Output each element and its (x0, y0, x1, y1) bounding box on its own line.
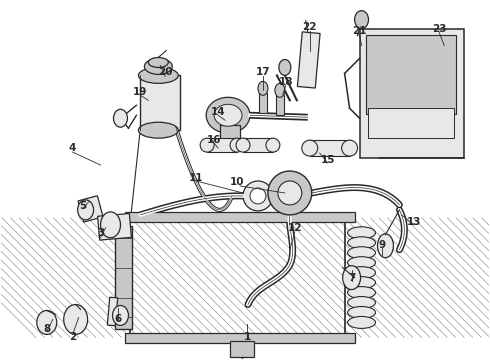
Text: 22: 22 (302, 22, 317, 32)
Text: 11: 11 (189, 173, 203, 183)
Bar (125, 333, 355, 343)
Ellipse shape (343, 266, 361, 289)
Ellipse shape (302, 140, 318, 156)
Text: 21: 21 (352, 26, 367, 36)
Bar (220, 125, 240, 145)
Ellipse shape (347, 267, 375, 279)
Polygon shape (297, 32, 320, 88)
Ellipse shape (347, 237, 375, 249)
Ellipse shape (236, 138, 250, 152)
Ellipse shape (200, 138, 214, 152)
Ellipse shape (145, 58, 172, 75)
Bar (130, 218, 344, 337)
Polygon shape (310, 140, 349, 156)
Bar (276, 95, 284, 115)
Ellipse shape (138, 122, 178, 138)
Ellipse shape (113, 306, 128, 325)
Ellipse shape (243, 181, 273, 211)
Bar (366, 35, 456, 114)
Ellipse shape (275, 84, 285, 97)
Polygon shape (98, 213, 131, 240)
Ellipse shape (258, 81, 268, 95)
Ellipse shape (64, 305, 88, 334)
Ellipse shape (230, 138, 244, 152)
Bar (125, 212, 355, 222)
Ellipse shape (114, 109, 127, 127)
Ellipse shape (347, 287, 375, 298)
Text: 20: 20 (158, 67, 172, 77)
Ellipse shape (266, 138, 280, 152)
Ellipse shape (355, 11, 368, 28)
Ellipse shape (148, 58, 168, 67)
Bar (360, 28, 464, 158)
Text: 18: 18 (279, 77, 293, 87)
Text: 16: 16 (207, 135, 221, 145)
Bar (230, 341, 254, 357)
Text: 6: 6 (115, 314, 122, 324)
Bar (141, 75, 180, 130)
Ellipse shape (347, 247, 375, 259)
Text: 2: 2 (69, 332, 76, 342)
Ellipse shape (250, 188, 266, 204)
Ellipse shape (377, 234, 393, 258)
Text: 8: 8 (43, 324, 50, 334)
Ellipse shape (37, 310, 57, 334)
Text: 19: 19 (133, 87, 147, 97)
Polygon shape (78, 196, 103, 222)
Bar (115, 226, 132, 329)
Text: 13: 13 (407, 217, 421, 227)
Ellipse shape (278, 181, 302, 205)
Text: 5: 5 (79, 201, 86, 211)
Ellipse shape (214, 104, 242, 126)
Polygon shape (243, 138, 273, 152)
Text: 23: 23 (432, 24, 446, 33)
Text: 4: 4 (69, 143, 76, 153)
Polygon shape (207, 138, 237, 152)
Ellipse shape (347, 297, 375, 309)
Text: 1: 1 (244, 332, 250, 342)
Text: 10: 10 (230, 177, 245, 187)
Ellipse shape (342, 140, 358, 156)
Text: 17: 17 (256, 67, 270, 77)
Ellipse shape (347, 306, 375, 319)
Ellipse shape (347, 316, 375, 328)
Ellipse shape (279, 59, 291, 75)
Polygon shape (107, 297, 118, 326)
Text: 14: 14 (211, 107, 225, 117)
Text: 3: 3 (97, 228, 104, 238)
Text: 9: 9 (379, 240, 386, 250)
Ellipse shape (100, 212, 121, 238)
Ellipse shape (206, 97, 250, 133)
Text: 7: 7 (348, 273, 355, 283)
Ellipse shape (347, 257, 375, 269)
Ellipse shape (77, 200, 94, 220)
Text: 12: 12 (288, 223, 302, 233)
Ellipse shape (347, 276, 375, 289)
Bar (368, 108, 454, 138)
Ellipse shape (138, 67, 178, 84)
Ellipse shape (268, 171, 312, 215)
Text: 15: 15 (320, 155, 335, 165)
Bar (259, 93, 267, 113)
Ellipse shape (347, 227, 375, 239)
